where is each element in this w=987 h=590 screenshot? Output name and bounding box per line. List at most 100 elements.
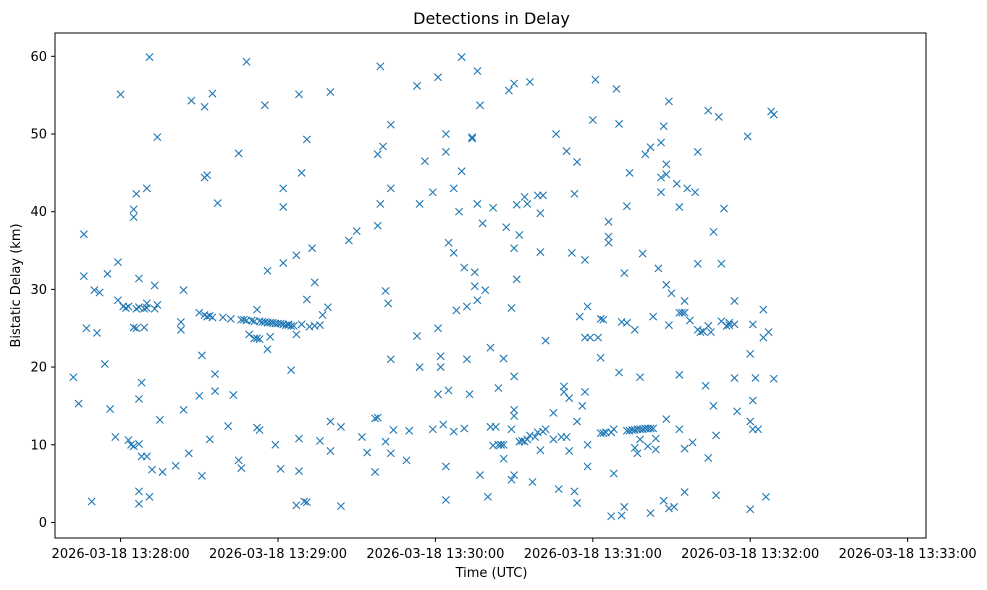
data-point [586,333,595,342]
data-point [428,425,437,434]
data-point [439,420,448,429]
data-point [764,328,773,337]
data-point [271,440,280,449]
y-tick-label: 40 [30,205,47,220]
y-tick-label: 50 [30,128,47,143]
data-point [657,138,666,147]
y-tick-label: 30 [30,283,47,298]
data-point [129,213,138,222]
data-point [643,442,652,451]
data-point [712,491,721,500]
data-point [470,268,479,277]
data-point [473,296,482,305]
data-point [297,320,306,329]
data-point [696,328,705,337]
data-point [441,147,450,156]
data-point [594,333,603,342]
x-tick-label: 2026-03-18 13:32:00 [681,547,819,562]
x-tick-label: 2026-03-18 13:33:00 [839,547,977,562]
data-point [436,352,445,361]
data-point [434,324,443,333]
chart-title: Detections in Delay [413,9,570,28]
data-point [211,370,220,379]
data-point [531,433,540,441]
data-point [515,231,524,239]
data-point [239,315,248,324]
data-point [326,88,335,97]
data-point [460,424,469,433]
data-point [583,440,592,449]
data-point [615,368,624,377]
y-tick-label: 0 [39,516,47,531]
data-point [384,299,393,308]
data-point [452,306,461,315]
data-point [499,354,508,363]
data-point [520,192,529,201]
data-point [743,132,752,141]
data-point [510,471,519,480]
data-point [142,304,151,313]
data-point [709,227,718,236]
data-point [253,334,261,343]
data-point [302,498,311,507]
data-point [596,353,605,362]
data-point [92,328,101,337]
data-point [465,390,474,399]
data-point [559,382,568,391]
data-point [580,255,589,264]
data-point [111,433,120,441]
data-point [326,417,335,426]
data-point [588,116,597,125]
data-point [523,435,532,444]
data-point [132,324,141,333]
data-point [507,475,516,484]
data-point [683,184,692,193]
y-tick-label: 60 [30,50,47,65]
data-point [541,336,550,345]
data-point [704,453,713,462]
data-point [255,426,264,434]
data-point [659,122,668,131]
data-point [599,429,608,438]
data-point [615,119,624,128]
data-point [208,313,217,322]
data-point [746,349,755,358]
data-point [79,230,88,239]
data-point [725,318,734,327]
data-point [336,422,345,431]
data-point [507,304,516,313]
data-point [659,496,668,505]
data-point [680,308,689,317]
data-point [336,502,345,511]
data-point [100,359,109,368]
y-tick-label: 10 [30,438,47,453]
data-point [237,464,246,473]
data-point [649,424,658,433]
data-point [381,286,390,295]
data-point [730,320,739,329]
data-point [510,372,519,381]
data-point [489,203,498,212]
data-point [150,281,159,290]
data-point [287,321,296,330]
data-point [717,259,726,268]
data-point [116,90,125,99]
data-point [103,269,112,278]
data-point [179,405,188,414]
data-point [326,446,335,455]
data-point [153,133,162,142]
data-point [761,492,770,501]
data-point [580,387,589,396]
data-point [234,149,243,158]
data-point [381,437,390,446]
data-point [476,101,484,110]
data-point [528,478,537,487]
data-point [746,505,755,514]
data-point [300,497,309,506]
data-point [266,332,275,341]
data-point [675,203,684,212]
data-point [460,263,469,272]
data-point [646,424,655,433]
data-point [124,302,133,311]
data-point [200,102,209,111]
